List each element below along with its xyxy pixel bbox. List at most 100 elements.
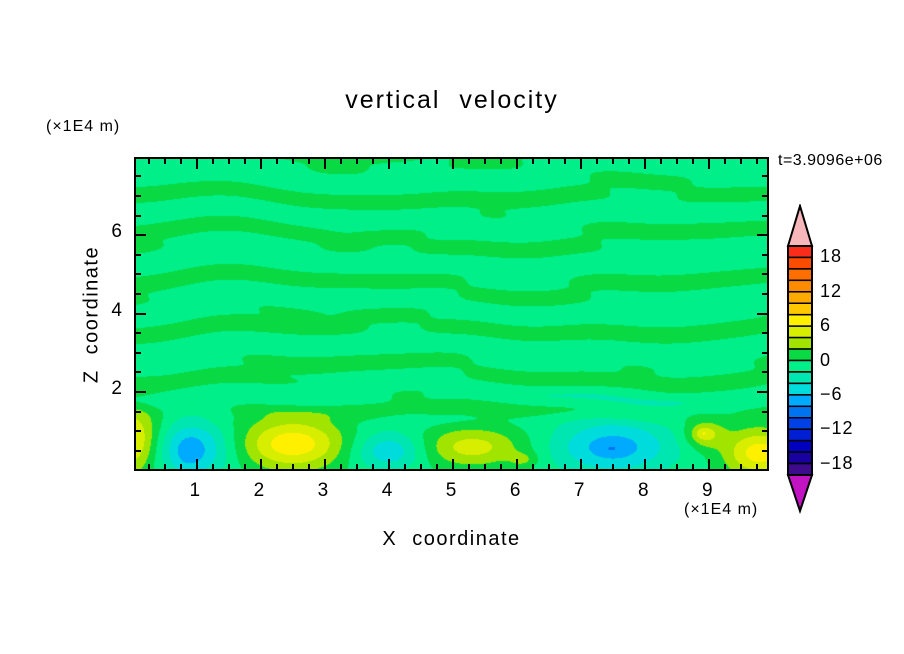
x-tick xyxy=(724,464,727,469)
colorbar-cell xyxy=(787,325,813,339)
z-tick xyxy=(762,214,767,217)
x-tick xyxy=(596,464,599,469)
x-tick xyxy=(147,464,150,469)
x-tick xyxy=(516,159,519,169)
x-tick xyxy=(484,159,487,164)
x-tick xyxy=(500,464,503,469)
colorbar-cell xyxy=(787,428,813,442)
colorbar-label: 18 xyxy=(820,246,843,267)
x-tick xyxy=(420,159,423,164)
x-tick xyxy=(323,459,326,469)
z-tick xyxy=(757,234,767,237)
z-tick xyxy=(762,175,767,178)
x-tick-label: 6 xyxy=(509,480,521,501)
colorbar-label: −18 xyxy=(820,452,854,473)
z-tick xyxy=(136,410,141,413)
x-tick xyxy=(163,159,166,164)
colorbar-label: 6 xyxy=(820,315,832,336)
z-tick xyxy=(762,253,767,256)
x-tick xyxy=(339,159,342,164)
z-tick-label: 2 xyxy=(111,378,122,400)
contour-plot-canvas xyxy=(136,159,767,469)
z-tick xyxy=(136,234,146,237)
x-tick-label: 8 xyxy=(637,480,649,501)
x-tick xyxy=(147,159,150,164)
colorbar-label: 12 xyxy=(820,280,843,301)
x-tick-label: 3 xyxy=(317,480,329,501)
colorbar-cell xyxy=(787,313,813,327)
x-tick xyxy=(516,459,519,469)
x-tick xyxy=(468,159,471,164)
x-tick xyxy=(275,159,278,164)
x-tick xyxy=(660,159,663,164)
x-tick xyxy=(596,159,599,164)
x-tick xyxy=(259,159,262,169)
z-tick xyxy=(762,449,767,452)
x-tick xyxy=(468,464,471,469)
x-tick xyxy=(195,459,198,469)
x-tick-label: 2 xyxy=(253,480,265,501)
x-tick-label: 9 xyxy=(702,480,713,501)
x-tick xyxy=(644,459,647,469)
x-tick xyxy=(227,159,230,164)
x-tick xyxy=(404,464,407,469)
z-tick xyxy=(762,351,767,354)
z-tick xyxy=(136,194,141,197)
colorbar-cell xyxy=(787,336,813,350)
z-tick xyxy=(136,253,141,256)
plot-area xyxy=(134,157,769,471)
x-tick xyxy=(612,464,615,469)
colorbar-cell xyxy=(787,279,813,293)
x-tick xyxy=(307,464,310,469)
colorbar-cell xyxy=(787,359,813,373)
time-label: t=3.9096e+06 xyxy=(778,152,883,169)
colorbar-cell xyxy=(787,268,813,282)
colorbar xyxy=(786,204,814,515)
x-tick xyxy=(195,159,198,169)
x-tick xyxy=(275,464,278,469)
x-tick xyxy=(243,159,246,164)
x-tick xyxy=(372,159,375,164)
x-tick xyxy=(356,159,358,164)
x-tick xyxy=(452,459,455,469)
x-axis-title: X coordinate xyxy=(382,528,521,550)
colorbar-cell xyxy=(787,302,813,316)
z-axis-unit-label: (×1E4 m) xyxy=(46,118,121,135)
z-axis-title-text: Z coordinate xyxy=(80,245,103,384)
x-tick xyxy=(436,159,439,164)
colorbar-cell xyxy=(787,462,813,476)
x-tick xyxy=(740,159,743,164)
x-tick xyxy=(388,459,391,469)
x-tick xyxy=(612,159,615,164)
x-tick xyxy=(708,459,711,469)
colorbar-label: −12 xyxy=(820,418,854,439)
x-tick xyxy=(756,464,759,469)
x-tick xyxy=(644,159,647,169)
z-tick xyxy=(136,273,141,276)
x-tick xyxy=(420,464,423,469)
colorbar-cell xyxy=(787,245,813,259)
x-tick xyxy=(676,464,679,469)
x-tick xyxy=(356,464,358,469)
x-tick xyxy=(339,464,342,469)
colorbar-under-arrow xyxy=(786,474,814,515)
z-tick xyxy=(136,430,141,433)
x-tick xyxy=(404,159,407,164)
z-tick xyxy=(136,391,146,394)
z-tick xyxy=(136,292,141,295)
x-tick-label: 5 xyxy=(445,480,457,501)
x-tick xyxy=(211,159,214,164)
z-tick xyxy=(762,292,767,295)
colorbar-label: 0 xyxy=(820,349,832,370)
x-tick-label: 7 xyxy=(573,480,585,501)
x-tick xyxy=(628,159,631,164)
x-tick xyxy=(323,159,326,169)
z-tick xyxy=(762,430,767,433)
colorbar-over-arrow xyxy=(786,204,814,247)
z-tick xyxy=(136,312,146,315)
x-tick xyxy=(756,159,759,164)
x-tick xyxy=(532,159,535,164)
x-tick xyxy=(291,159,294,164)
x-tick xyxy=(532,464,535,469)
